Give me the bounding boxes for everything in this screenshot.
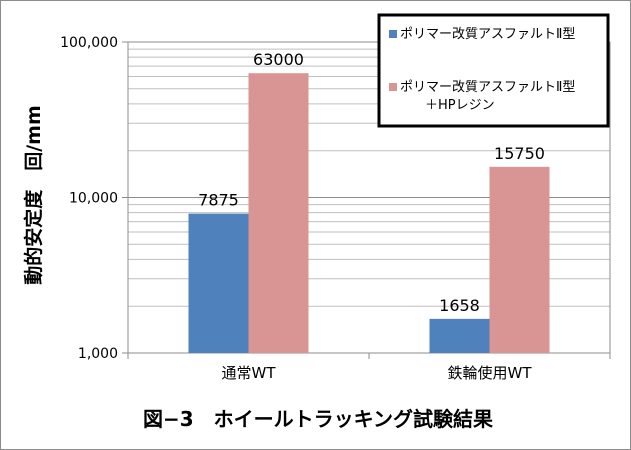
data-label: 15750 <box>494 144 545 163</box>
legend-entry-series-1: ポリマー改質アスファルトⅡ型 <box>400 27 575 42</box>
x-category-labels: 通常WT 鉄輪使用WT <box>222 364 533 382</box>
bar-series-2-1 <box>248 73 309 353</box>
chart-title: 図−3 ホイールトラッキング試験結果 <box>143 407 493 431</box>
y-tick-label: 10,000 <box>69 191 118 207</box>
y-axis-label: 動的安定度 回/mm <box>22 105 45 285</box>
bar-series-1-1 <box>188 213 249 353</box>
data-label: 7875 <box>198 191 239 210</box>
legend-entry-series-2: ポリマー改質アスファルトⅡ型 <box>400 80 575 95</box>
data-labels: 7875 63000 1658 15750 <box>198 50 545 315</box>
legend-box <box>377 13 610 128</box>
x-category-label: 鉄輪使用WT <box>448 364 533 382</box>
legend-entry-series-2-line2: ＋HPレジン <box>425 98 495 113</box>
bar-series-2-2 <box>489 166 550 353</box>
bars <box>188 73 550 353</box>
y-tick-label: 1,000 <box>78 346 118 362</box>
data-label: 1658 <box>439 296 480 315</box>
legend-swatch-series-1 <box>389 30 397 38</box>
y-tick-labels: 1,000 10,000 100,000 <box>60 35 118 362</box>
x-category-label: 通常WT <box>222 364 277 382</box>
legend-swatch-series-2 <box>389 83 397 91</box>
data-label: 63000 <box>253 50 304 69</box>
legend: ポリマー改質アスファルトⅡ型 ポリマー改質アスファルトⅡ型 ＋HPレジン <box>377 13 610 128</box>
bar-series-1-2 <box>429 318 490 353</box>
y-tick-label: 100,000 <box>60 35 118 51</box>
